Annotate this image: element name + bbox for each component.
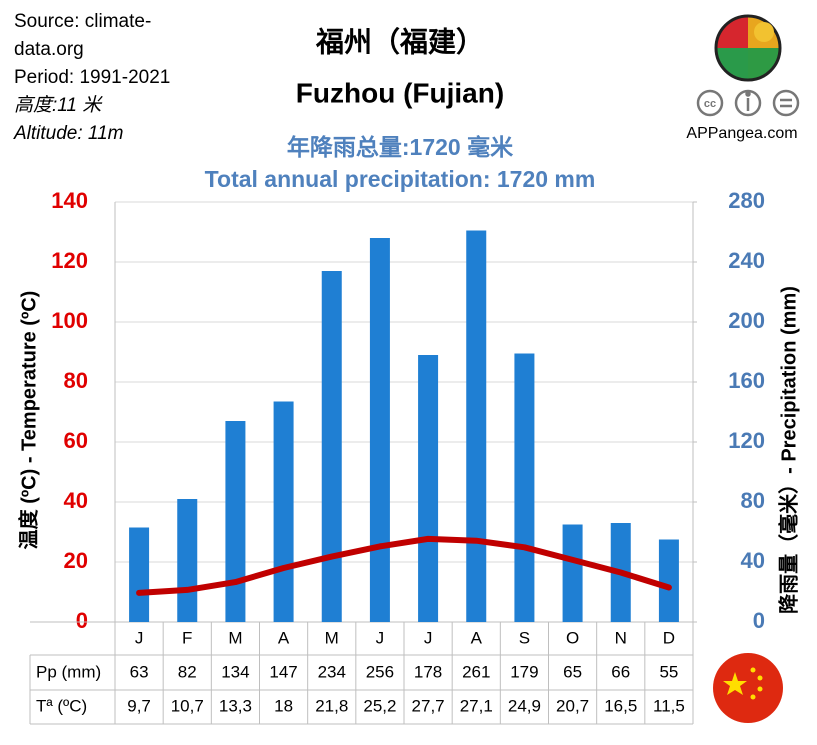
bar: [466, 230, 487, 622]
x-tick-label: M: [228, 628, 242, 647]
bar: [562, 524, 583, 622]
y-tick-label: 40: [64, 488, 88, 513]
note: data.org: [14, 39, 84, 60]
logo: [714, 14, 782, 82]
row-header: Pp (mm): [36, 662, 101, 681]
table-cell: 18: [274, 696, 293, 715]
note: Altitude: 11m: [13, 123, 123, 144]
y-tick-label: 60: [64, 428, 88, 453]
bar: [369, 238, 390, 622]
x-tick-label: S: [519, 628, 530, 647]
bar: [225, 421, 246, 622]
title-en: Fuzhou (Fujian): [296, 77, 504, 108]
table-cell: 66: [611, 662, 630, 681]
y2-tick-label: 200: [728, 308, 765, 333]
flag: [713, 653, 783, 723]
bar: [129, 527, 150, 622]
bar: [418, 355, 439, 622]
bar: [273, 401, 294, 622]
site: APPangea.com: [686, 125, 797, 142]
table-cell: 147: [269, 662, 297, 681]
y-axis-label: 温度 (ºC) - Temperature (ºC): [16, 291, 40, 550]
temperature-line: [136, 535, 672, 596]
table-cell: 16,5: [604, 696, 637, 715]
table-cell: 25,2: [363, 696, 396, 715]
table-cell: 9,7: [127, 696, 151, 715]
y2-tick-label: 120: [728, 428, 765, 453]
x-tick-label: M: [325, 628, 339, 647]
x-tick-label: F: [182, 628, 192, 647]
x-tick-label: A: [471, 628, 483, 647]
license-icons: cc: [696, 89, 800, 117]
subtitle: Total annual precipitation: 1720 mm: [205, 166, 596, 192]
table-cell: 179: [510, 662, 538, 681]
x-tick-label: J: [135, 628, 144, 647]
x-tick-label: O: [566, 628, 579, 647]
table-cell: 10,7: [171, 696, 204, 715]
y2-tick-label: 240: [728, 248, 765, 273]
table-cell: 82: [178, 662, 197, 681]
x-tick-label: J: [376, 628, 385, 647]
x-tick-label: J: [424, 628, 433, 647]
x-tick-label: D: [663, 628, 675, 647]
y-tick-label: 120: [51, 248, 88, 273]
table-cell: 178: [414, 662, 442, 681]
table-cell: 24,9: [508, 696, 541, 715]
table-cell: 20,7: [556, 696, 589, 715]
table-cell: 55: [659, 662, 678, 681]
bar: [514, 353, 535, 622]
table-cell: 134: [221, 662, 249, 681]
svg-text:cc: cc: [704, 98, 716, 110]
table-cell: 256: [366, 662, 394, 681]
y2-tick-label: 160: [728, 368, 765, 393]
table-cell: 13,3: [219, 696, 252, 715]
subtitle: 年降雨总量:1720 毫米: [287, 134, 514, 160]
bar: [321, 271, 342, 622]
y-tick-label: 0: [76, 608, 88, 633]
y2-tick-label: 280: [728, 188, 765, 213]
table-cell: 27,7: [412, 696, 445, 715]
title-zh: 福州（福建）: [315, 25, 484, 57]
y2-axis-label: 降雨量（毫米）- Precipitation (mm): [776, 286, 800, 614]
y-tick-label: 80: [64, 368, 88, 393]
y-tick-label: 100: [51, 308, 88, 333]
bar: [658, 539, 679, 622]
note: Period: 1991-2021: [14, 67, 170, 88]
table-cell: 261: [462, 662, 490, 681]
x-tick-label: N: [615, 628, 627, 647]
table-cell: 65: [563, 662, 582, 681]
y2-tick-label: 40: [741, 548, 765, 573]
table-cell: 27,1: [460, 696, 493, 715]
row-header: Tª (ºC): [36, 696, 87, 715]
table-cell: 234: [318, 662, 346, 681]
y2-tick-label: 0: [753, 608, 765, 633]
note: Source: climate-: [14, 11, 151, 32]
x-tick-label: A: [278, 628, 290, 647]
table-cell: 63: [130, 662, 149, 681]
note: 高度:11 米: [14, 94, 103, 116]
y-tick-label: 20: [64, 548, 88, 573]
table-cell: 11,5: [653, 696, 685, 715]
y2-tick-label: 80: [741, 488, 765, 513]
table-cell: 21,8: [315, 696, 348, 715]
bar: [177, 499, 198, 622]
y-tick-label: 140: [51, 188, 88, 213]
